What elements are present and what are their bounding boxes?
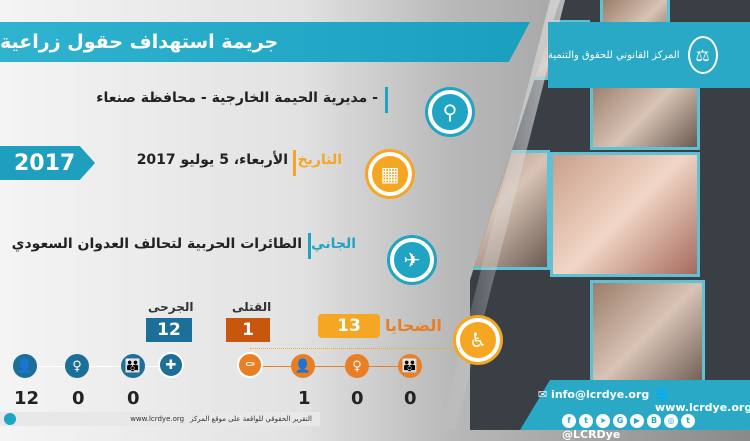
perpetrator-label: الجاني — [311, 236, 356, 252]
injured-children-count: 0 — [127, 388, 140, 409]
facebook-icon[interactable]: f — [562, 413, 576, 428]
injured-count: 12 — [146, 318, 192, 342]
twitter-icon[interactable]: t — [579, 413, 593, 428]
injured-women-count: 0 — [72, 388, 85, 409]
website-link[interactable]: 🌐 www.lcrdye.org — [655, 388, 750, 414]
website-text: www.lcrdye.org — [655, 401, 750, 414]
org-logo: ⚖ — [687, 36, 718, 74]
killed-icon: ⚰ — [237, 352, 263, 378]
date-value: الأربعاء، 5 يوليو 2017 — [136, 152, 288, 168]
killed-men-count: 1 — [298, 388, 311, 409]
email-link[interactable]: ✉ info@lcrdye.org — [538, 388, 650, 401]
children-icon: 👪 — [398, 354, 422, 378]
instagram-icon[interactable]: ◎ — [664, 413, 678, 428]
victims-label: الضحايا — [385, 316, 442, 335]
perpetrator-value: الطائرات الحربية لتحالف العدوان السعودي — [11, 236, 302, 252]
date-label: التاريخ — [297, 152, 342, 168]
social-links: f t ➤ G ▶ B ◎ t @LCRDye — [562, 413, 750, 441]
killed-count: 1 — [226, 318, 270, 342]
killed-label: القتلى — [232, 300, 272, 314]
connector — [25, 366, 175, 367]
googleplus-icon[interactable]: G — [613, 413, 627, 428]
woman-icon: ♀ — [65, 354, 89, 378]
man-icon: 👤 — [291, 354, 315, 378]
blogger-icon[interactable]: B — [647, 413, 661, 428]
footer-url[interactable]: www.lcrdye.org — [130, 415, 185, 423]
footer-text: التقرير الحقوقي للواقعة على موقع المركز — [190, 415, 312, 423]
woman-icon: ♀ — [345, 354, 369, 378]
warplane-icon: ✈ — [390, 238, 434, 282]
injured-label: الجرحى — [148, 300, 194, 314]
email-text: info@lcrdye.org — [551, 388, 650, 401]
connector — [250, 366, 420, 367]
victims-total: 13 — [318, 314, 380, 338]
location-pin-icon: ⚲ — [428, 90, 472, 134]
year-badge: 2017 — [0, 146, 95, 180]
tumblr-icon[interactable]: t — [681, 413, 695, 428]
footer-dot — [4, 413, 16, 425]
footer-note: www.lcrdye.org التقرير الحقوقي للواقعة ع… — [0, 412, 320, 426]
youtube-icon[interactable]: ▶ — [630, 413, 644, 428]
title-banner: جريمة استهداف حقول زراعية — [0, 22, 530, 62]
killed-women-count: 0 — [351, 388, 364, 409]
accent-bar — [385, 87, 388, 113]
location-text: - مديرية الحيمة الخارجية - محافظة صنعاء — [96, 90, 378, 106]
killed-children-count: 0 — [404, 388, 417, 409]
injured-icon: ✚ — [158, 352, 184, 378]
man-icon: 👤 — [13, 354, 37, 378]
connector — [250, 348, 460, 349]
org-name: المركز القانوني للحقوق والتنمية — [548, 49, 680, 61]
children-icon: 👪 — [121, 354, 145, 378]
accent-bar — [308, 233, 311, 259]
social-handle: @LCRDye — [562, 427, 621, 441]
page-title: جريمة استهداف حقول زراعية — [0, 31, 279, 53]
telegram-icon[interactable]: ➤ — [596, 413, 610, 428]
accent-bar — [293, 150, 296, 176]
org-header: ⚖ المركز القانوني للحقوق والتنمية — [548, 22, 750, 88]
victims-icon: ♿ — [456, 318, 500, 362]
injured-men-count: 12 — [14, 388, 40, 409]
calendar-icon: ▦ — [368, 152, 412, 196]
